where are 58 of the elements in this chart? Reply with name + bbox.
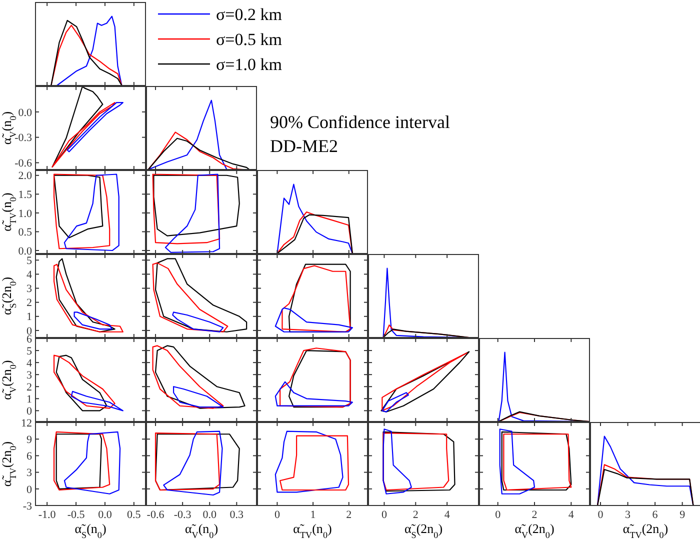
y-tick-label: 6 (26, 333, 32, 346)
x-tick-label: 0 (381, 509, 388, 521)
x-tick-label: -0.5 (67, 509, 86, 521)
y-tick-label: 1.5 (18, 189, 32, 202)
y-tick-label: 0 (26, 406, 32, 418)
x-tick-label: 4 (568, 509, 574, 521)
x-axis-title: α̃$_{V}$(2n$_{0}$) (514, 521, 554, 540)
y-tick-label: 5 (26, 345, 32, 358)
x-axis-title: α̃$_{S}$(n$_{0}$) (74, 521, 106, 540)
x-tick-label: 0.3 (230, 509, 244, 521)
y-tick-label: 5 (26, 254, 32, 267)
x-tick-label: 0 (598, 509, 604, 521)
y-tick-label: -0.6 (14, 158, 32, 170)
x-tick-label: 0.5 (127, 509, 142, 521)
x-tick-label: 4 (444, 509, 450, 521)
x-tick-label: 2 (346, 509, 352, 521)
x-tick-label: 0 (495, 509, 502, 521)
y-tick-label: -3 (22, 500, 32, 512)
x-axis-title: α̃$_{S}$(2n$_{0}$) (404, 521, 443, 540)
y-tick-label: 3 (26, 369, 32, 382)
y-tick-label: -0.3 (14, 132, 32, 144)
y-tick-label: 9 (26, 434, 32, 446)
x-tick-label: 3 (625, 509, 632, 521)
x-tick-label: -0.6 (146, 509, 165, 521)
y-tick-label: 2.0 (18, 170, 32, 182)
x-axis-title: α̃$_{V}$(n$_{0}$) (184, 521, 218, 540)
x-tick-label: 0.0 (202, 509, 217, 521)
text: 90% Confidence interval (270, 112, 450, 132)
y-tick-label: 2 (26, 297, 32, 310)
y-tick-label: 0 (26, 484, 32, 496)
legend-label: σ=0.5 km (216, 30, 282, 49)
y-tick-label: 1 (26, 393, 32, 406)
y-tick-label: 12 (21, 417, 32, 430)
legend-label: σ=1.0 km (216, 54, 282, 74)
y-tick-label: 0.0 (18, 245, 32, 258)
x-tick-label: -0.3 (174, 509, 192, 521)
x-tick-label: -1.0 (38, 509, 56, 521)
text: DD-ME2 (270, 136, 338, 156)
y-tick-label: 3 (26, 467, 32, 480)
y-tick-label: 4 (26, 357, 32, 370)
y-tick-label: 0.5 (18, 226, 32, 239)
x-axis-title: α̃$_{TV}$(n$_{0}$) (293, 521, 332, 540)
x-tick-label: 2 (532, 509, 538, 521)
legend-label: σ=0.2 km (216, 4, 282, 24)
y-tick-label: 3 (26, 283, 32, 296)
x-axis-title: α̃$_{TV}$(2n$_{0}$) (622, 521, 668, 540)
x-tick-label: 0.0 (98, 509, 112, 521)
y-tick-label: 4 (26, 269, 32, 282)
x-tick-label: 1 (310, 509, 316, 521)
y-tick-label: 6 (26, 450, 32, 463)
x-tick-label: 2 (412, 509, 418, 521)
y-tick-label: 2 (26, 381, 32, 394)
y-tick-label: 1 (26, 311, 32, 324)
y-tick-label: 1.0 (18, 208, 32, 220)
y-tick-label: 0.0 (18, 106, 32, 119)
x-tick-label: 6 (652, 509, 658, 521)
x-tick-label: 9 (680, 509, 686, 521)
x-tick-label: 0 (274, 509, 280, 521)
